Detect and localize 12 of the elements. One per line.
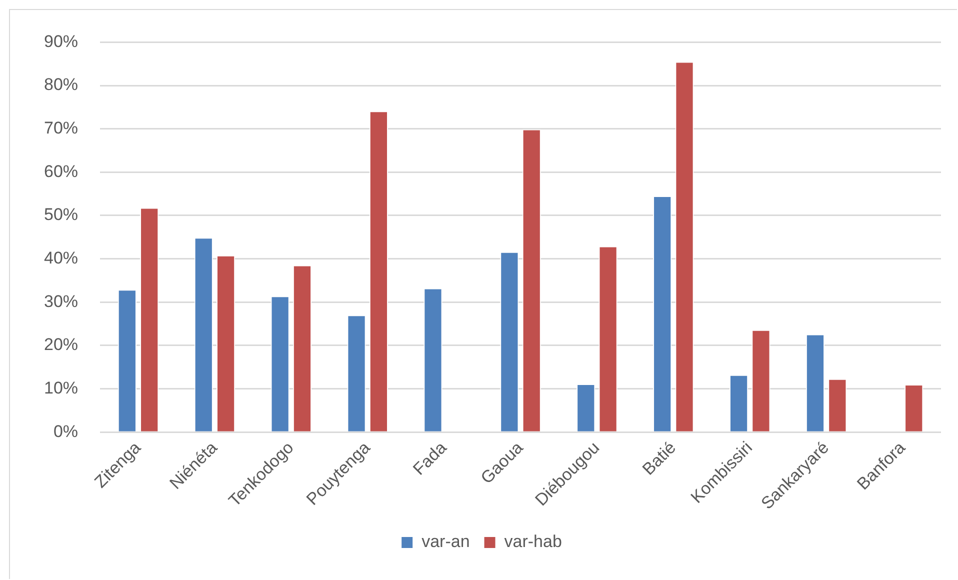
legend-label: var-an (422, 532, 470, 552)
y-tick-label: 60% (44, 162, 78, 181)
y-tick-label: 0% (53, 422, 78, 441)
y-tick-label: 40% (44, 248, 78, 268)
y-tick-label: 70% (44, 118, 78, 138)
legend-label: var-hab (504, 532, 562, 552)
y-tick-label: 90% (44, 32, 78, 51)
y-tick-label: 80% (44, 75, 78, 94)
y-tick-label: 10% (44, 378, 78, 398)
y-tick-label: 50% (44, 205, 78, 224)
y-tick-label: 30% (44, 292, 78, 311)
y-tick-label: 20% (44, 335, 78, 354)
